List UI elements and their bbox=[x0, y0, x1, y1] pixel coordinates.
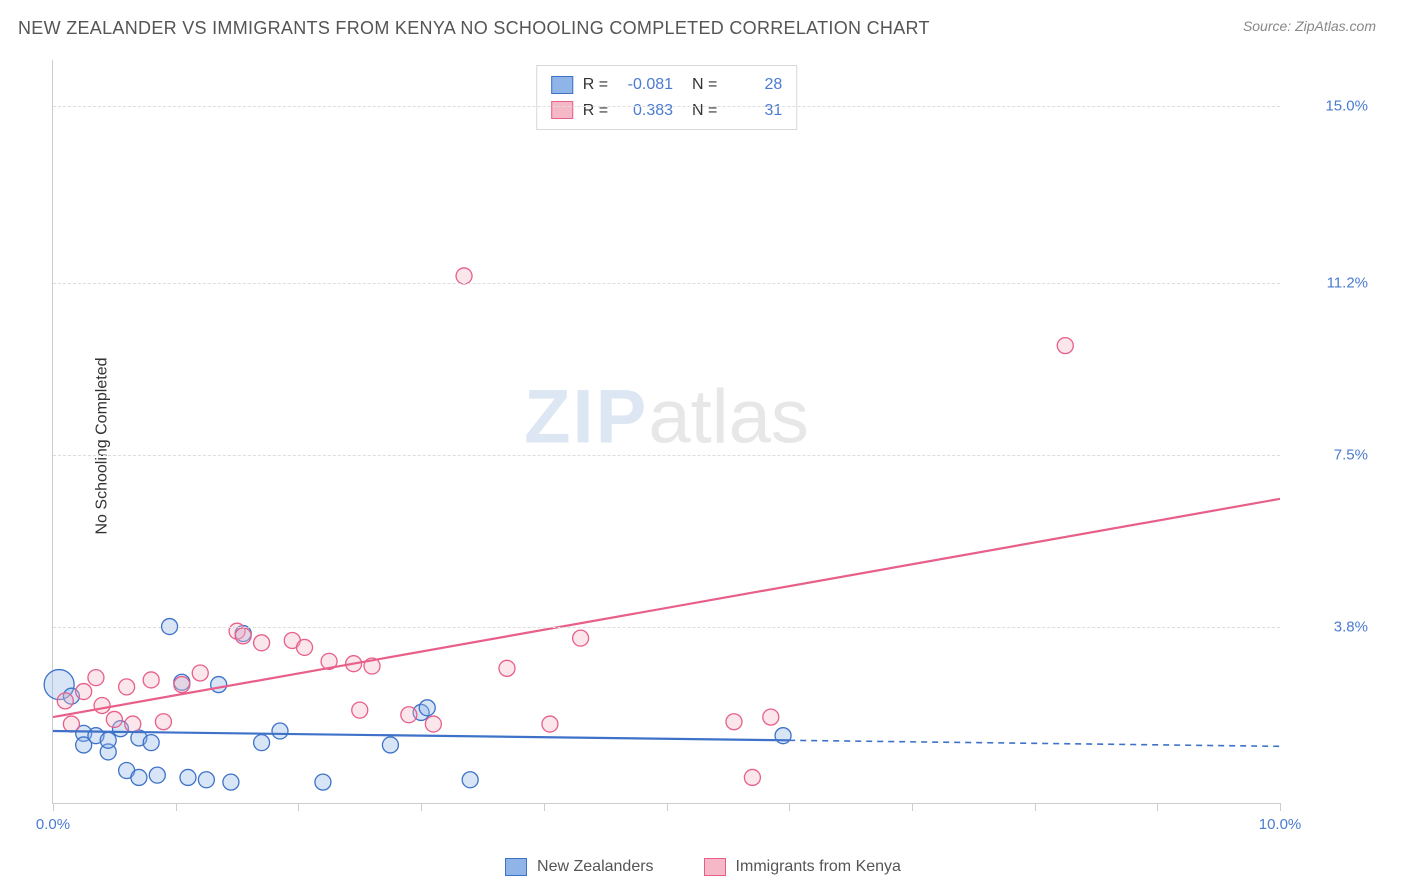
scatter-point-kenya bbox=[125, 716, 141, 732]
scatter-point-nz bbox=[198, 772, 214, 788]
source-attribution: Source: ZipAtlas.com bbox=[1243, 18, 1376, 34]
legend-swatch-2 bbox=[704, 858, 726, 876]
scatter-point-kenya bbox=[401, 707, 417, 723]
legend-item-series1: New Zealanders bbox=[505, 858, 654, 876]
scatter-point-nz bbox=[462, 772, 478, 788]
scatter-point-kenya bbox=[499, 660, 515, 676]
scatter-point-kenya bbox=[57, 693, 73, 709]
plot-svg bbox=[53, 60, 1280, 803]
bottom-legend: New Zealanders Immigrants from Kenya bbox=[0, 858, 1406, 876]
scatter-point-kenya bbox=[573, 630, 589, 646]
scatter-point-kenya bbox=[352, 702, 368, 718]
scatter-point-kenya bbox=[143, 672, 159, 688]
scatter-point-kenya bbox=[174, 677, 190, 693]
y-tick-label: 3.8% bbox=[1288, 618, 1368, 635]
scatter-point-kenya bbox=[542, 716, 558, 732]
legend-label-1: New Zealanders bbox=[537, 858, 654, 876]
trendline-dash-nz bbox=[789, 740, 1280, 746]
scatter-point-kenya bbox=[726, 714, 742, 730]
trendline-kenya bbox=[53, 499, 1280, 717]
trendline-nz bbox=[53, 731, 789, 740]
scatter-point-nz bbox=[419, 700, 435, 716]
x-tick-label: 0.0% bbox=[36, 816, 70, 833]
scatter-point-nz bbox=[143, 735, 159, 751]
scatter-point-nz bbox=[315, 774, 331, 790]
scatter-point-nz bbox=[180, 769, 196, 785]
scatter-point-nz bbox=[149, 767, 165, 783]
scatter-point-nz bbox=[254, 735, 270, 751]
x-tick-label: 10.0% bbox=[1259, 816, 1302, 833]
scatter-point-kenya bbox=[456, 268, 472, 284]
scatter-point-kenya bbox=[235, 628, 251, 644]
scatter-point-kenya bbox=[1057, 338, 1073, 354]
scatter-point-kenya bbox=[192, 665, 208, 681]
scatter-point-nz bbox=[131, 769, 147, 785]
scatter-point-nz bbox=[382, 737, 398, 753]
scatter-point-kenya bbox=[254, 635, 270, 651]
y-tick-label: 11.2% bbox=[1288, 274, 1368, 291]
legend-item-series2: Immigrants from Kenya bbox=[704, 858, 901, 876]
chart-header: NEW ZEALANDER VS IMMIGRANTS FROM KENYA N… bbox=[0, 0, 1406, 39]
legend-label-2: Immigrants from Kenya bbox=[736, 858, 901, 876]
plot-wrap: No Schooling Completed ZIPatlas R = -0.0… bbox=[52, 60, 1378, 832]
y-tick-label: 15.0% bbox=[1288, 98, 1368, 115]
scatter-point-kenya bbox=[155, 714, 171, 730]
scatter-point-nz bbox=[100, 732, 116, 748]
scatter-point-nz bbox=[223, 774, 239, 790]
scatter-point-kenya bbox=[94, 697, 110, 713]
scatter-point-kenya bbox=[63, 716, 79, 732]
scatter-point-kenya bbox=[76, 684, 92, 700]
scatter-point-nz bbox=[272, 723, 288, 739]
plot-area: ZIPatlas R = -0.081 N = 28 R = 0.383 N =… bbox=[52, 60, 1280, 804]
y-tick-label: 7.5% bbox=[1288, 446, 1368, 463]
scatter-point-kenya bbox=[119, 679, 135, 695]
scatter-point-kenya bbox=[763, 709, 779, 725]
scatter-point-kenya bbox=[425, 716, 441, 732]
scatter-point-nz bbox=[211, 677, 227, 693]
legend-swatch-1 bbox=[505, 858, 527, 876]
source-prefix: Source: bbox=[1243, 18, 1295, 34]
source-name: ZipAtlas.com bbox=[1295, 18, 1376, 34]
scatter-point-kenya bbox=[106, 711, 122, 727]
scatter-point-kenya bbox=[744, 769, 760, 785]
chart-title: NEW ZEALANDER VS IMMIGRANTS FROM KENYA N… bbox=[18, 18, 930, 39]
scatter-point-kenya bbox=[297, 639, 313, 655]
scatter-point-kenya bbox=[88, 670, 104, 686]
